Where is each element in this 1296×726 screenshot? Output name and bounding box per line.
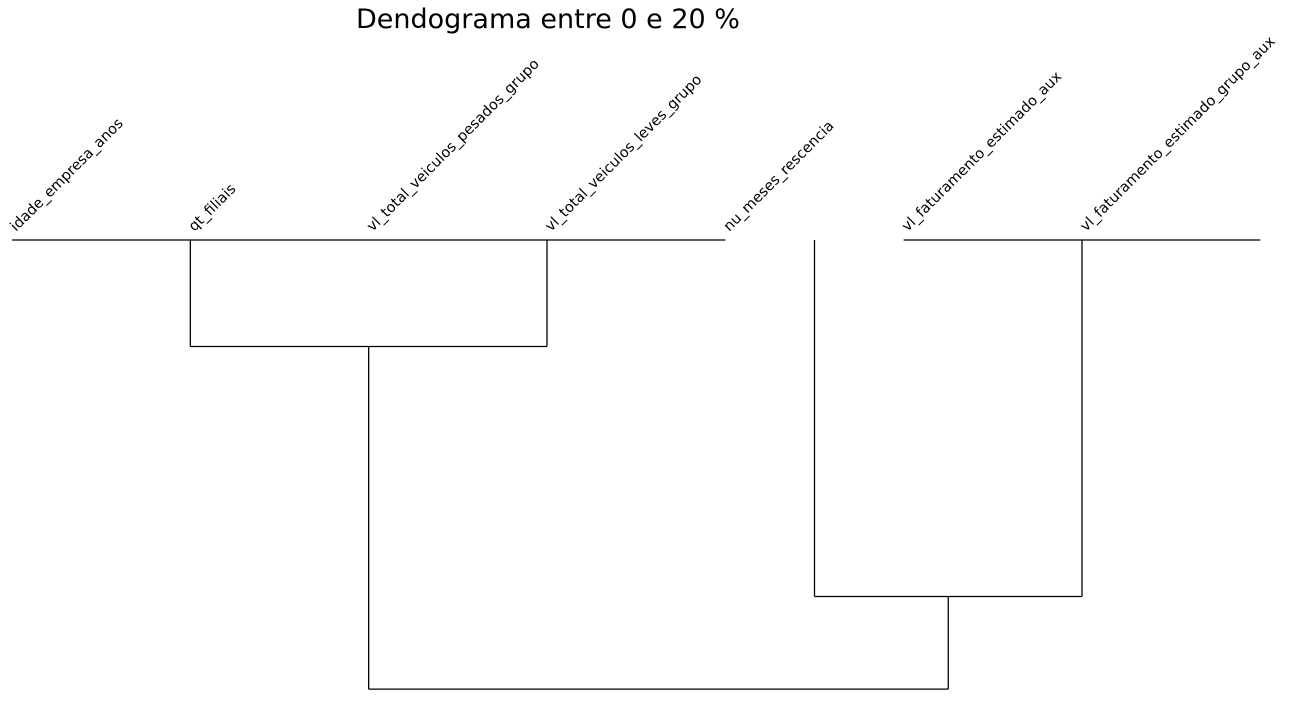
leaf-label-1: qt_filiais [186, 181, 240, 235]
chart-title: Dendograma entre 0 e 20 % [356, 4, 740, 35]
dendrogram-branches [12, 239, 1261, 690]
leaf-label-0: idade_empresa_anos [8, 116, 127, 235]
leaf-label-6: vl_faturamento_estimado_grupo_aux [1078, 33, 1279, 234]
leaf-label-2: vl_total_veiculos_pesados_grupo [364, 56, 543, 235]
leaf-labels: idade_empresa_anos qt_filiais vl_total_vei… [8, 33, 1279, 234]
leaf-label-4: nu_meses_rescencia [721, 118, 838, 235]
leaf-label-5: vl_faturamento_estimado_aux [899, 69, 1065, 235]
leaf-label-3: vl_total_veiculos_leves_grupo [543, 72, 706, 235]
